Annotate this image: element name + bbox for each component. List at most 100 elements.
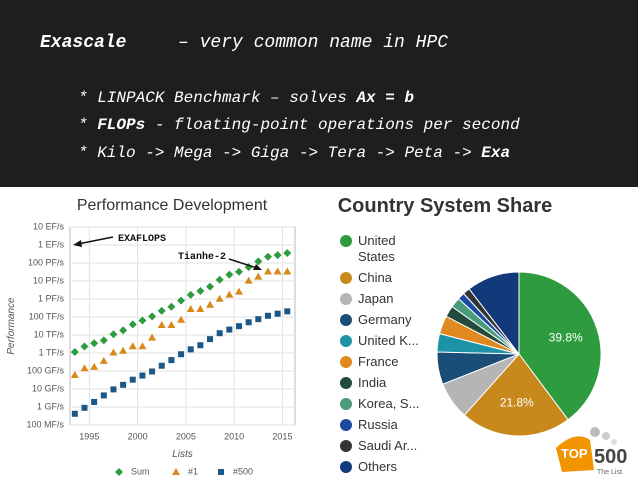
legend-item: United States xyxy=(340,233,435,265)
marker xyxy=(206,282,215,291)
legend-marker xyxy=(218,469,224,475)
marker xyxy=(167,302,176,311)
slice-label: 39.8% xyxy=(549,331,583,345)
marker xyxy=(81,404,88,411)
legend-swatch xyxy=(340,419,352,431)
logo-dot xyxy=(590,427,600,437)
marker xyxy=(70,348,79,357)
header-segment: – very common name in HPC xyxy=(178,33,448,53)
legend-item: India xyxy=(340,375,435,391)
arrowhead xyxy=(73,240,82,247)
marker xyxy=(255,316,262,323)
marker xyxy=(90,339,99,348)
header-line: * Kilo -> Mega -> Giga -> Tera -> Peta -… xyxy=(78,144,510,162)
marker xyxy=(245,319,252,326)
legend-label: France xyxy=(358,354,399,369)
y-tick-label: 10 PF/s xyxy=(33,275,65,285)
chart-title: Country System Share xyxy=(338,195,553,217)
logo: TOP 500 The List. xyxy=(556,427,627,476)
legend-swatch xyxy=(340,293,352,305)
logo-text: TOP xyxy=(561,446,588,461)
y-tick-label: 1 TF/s xyxy=(39,347,65,357)
marker xyxy=(196,286,205,295)
marker xyxy=(120,381,127,388)
marker xyxy=(128,342,137,350)
legend-label: Germany xyxy=(358,312,412,327)
legend-label: Saudi Ar... xyxy=(358,438,418,453)
annotation-arrow xyxy=(228,258,258,269)
legend-label: Korea, S... xyxy=(358,396,420,411)
header-segment: Exascale xyxy=(40,33,127,53)
y-tick-label: 100 TF/s xyxy=(29,311,65,321)
logo-dot xyxy=(611,439,617,445)
arrowhead xyxy=(253,264,262,270)
header-band xyxy=(0,0,638,187)
marker xyxy=(167,321,176,329)
legend-label: India xyxy=(358,375,387,390)
marker xyxy=(235,323,242,330)
marker xyxy=(99,356,108,364)
legend-item: Korea, S... xyxy=(340,396,435,412)
legend-item: United K... xyxy=(340,333,435,349)
header: Exascale – very common name in HPC * LINPA… xyxy=(40,33,520,162)
marker xyxy=(186,290,195,299)
marker xyxy=(91,398,98,405)
pie-slice xyxy=(518,271,602,421)
legend-swatch xyxy=(340,461,352,473)
marker xyxy=(254,272,263,280)
marker xyxy=(138,316,147,325)
marker xyxy=(70,371,79,379)
marker xyxy=(177,315,186,323)
marker xyxy=(90,362,99,370)
legend-swatch xyxy=(340,314,352,326)
marker xyxy=(80,342,89,351)
marker xyxy=(119,346,128,354)
marker xyxy=(244,276,253,284)
marker xyxy=(207,336,214,343)
legend-label: United K... xyxy=(358,333,419,348)
marker xyxy=(225,270,234,279)
marker xyxy=(157,306,166,315)
marker xyxy=(216,330,223,337)
marker xyxy=(226,326,233,333)
header-segment: * LINPACK Benchmark – solves xyxy=(78,89,356,107)
annotation-arrow xyxy=(77,236,114,245)
legend-swatch xyxy=(340,235,352,247)
marker xyxy=(100,392,107,399)
marker xyxy=(128,320,137,329)
marker xyxy=(215,294,224,302)
header-segment: Ax = b xyxy=(355,89,414,107)
pie-chart: 39.8% 21.8% xyxy=(436,271,602,437)
marker xyxy=(148,333,157,341)
header-line: Exascale – very common name in HPC xyxy=(40,33,448,53)
x-axis-label: Lists xyxy=(172,449,193,460)
marker xyxy=(273,251,282,260)
legend-label: Others xyxy=(358,459,398,474)
marker xyxy=(264,312,271,319)
marker xyxy=(110,386,117,393)
legend-label: #1 xyxy=(188,466,198,476)
legend-item: France xyxy=(340,354,435,370)
marker xyxy=(178,351,185,358)
legend-label: China xyxy=(358,270,392,285)
header-segment: * xyxy=(78,116,97,134)
legend-label: #500 xyxy=(233,466,253,476)
marker xyxy=(197,342,204,349)
marker xyxy=(284,308,291,315)
marker xyxy=(263,252,272,261)
marker xyxy=(177,296,186,305)
marker xyxy=(273,267,282,275)
marker xyxy=(158,362,165,369)
legend-marker xyxy=(172,468,180,475)
x-tick-label: 2010 xyxy=(224,431,244,441)
x-tick-label: 2005 xyxy=(176,431,196,441)
legend-item: Japan xyxy=(340,291,435,307)
logo-tagline: The List. xyxy=(597,469,624,476)
legend-marker xyxy=(115,468,123,476)
y-axis-label: Performance xyxy=(6,297,17,355)
y-tick-label: 10 EF/s xyxy=(33,221,65,231)
marker xyxy=(99,336,108,345)
marker xyxy=(274,310,281,317)
marker xyxy=(119,326,128,335)
